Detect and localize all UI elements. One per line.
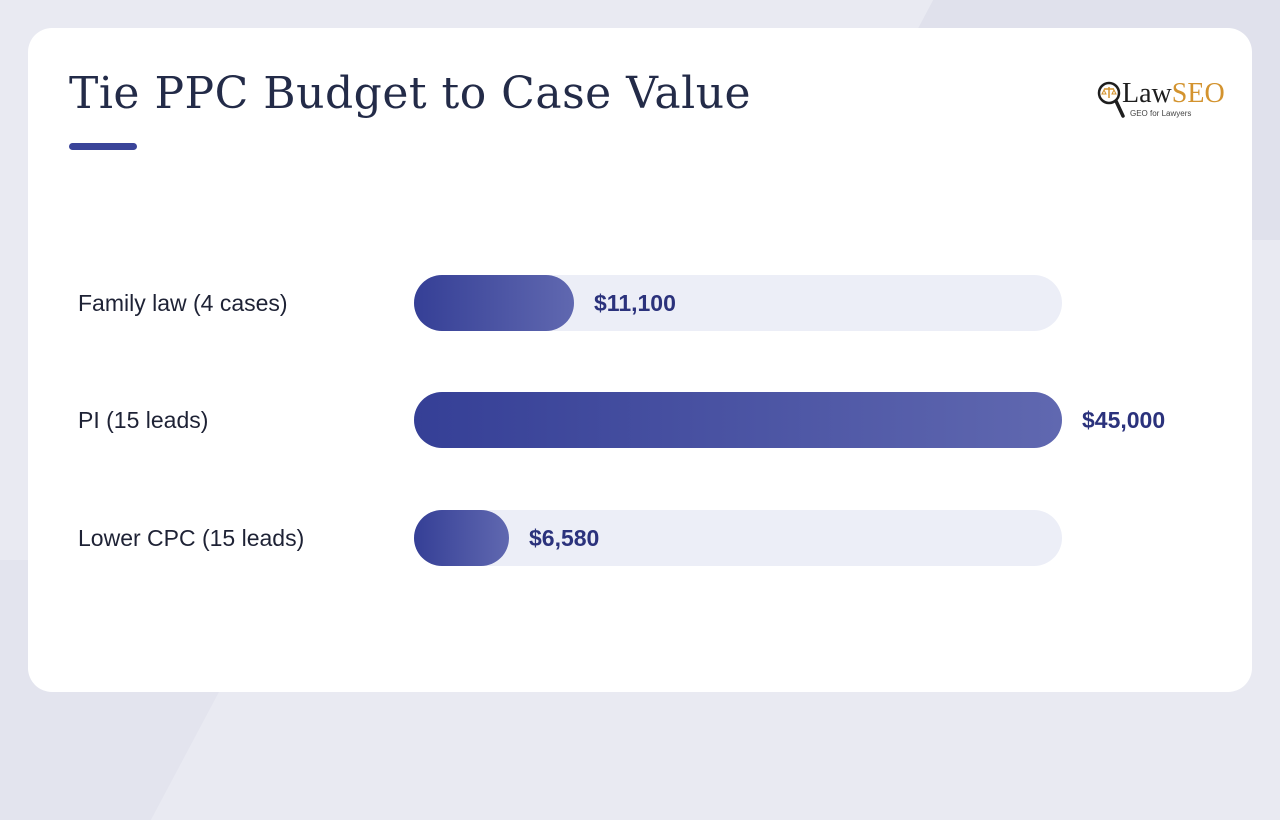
logo-wordmark: LawSEO <box>1122 78 1225 110</box>
value-label: $11,100 <box>594 290 676 316</box>
title-underline <box>69 143 137 150</box>
bar-track <box>414 275 1062 331</box>
bar-track <box>414 510 1062 566</box>
value-label: $45,000 <box>1082 407 1166 433</box>
bar-track <box>414 392 1062 448</box>
category-label: Lower CPC (15 leads) <box>78 525 305 551</box>
category-label: PI (15 leads) <box>78 407 209 433</box>
bar-row: Family law (4 cases) $11,100 <box>28 275 1252 331</box>
slide-card: Tie PPC Budget to Case Value LawSEO GEO … <box>28 28 1252 692</box>
bar-fill <box>414 392 1062 448</box>
bar-row: PI (15 leads) $45,000 <box>28 392 1252 448</box>
slide-title: Tie PPC Budget to Case Value <box>69 68 752 119</box>
lawseo-logo: LawSEO GEO for Lawyers <box>1096 76 1225 124</box>
category-label: Family law (4 cases) <box>78 290 288 316</box>
logo-word-seo: SEO <box>1171 78 1225 109</box>
bar-fill <box>414 510 509 566</box>
logo-tagline: GEO for Lawyers <box>1130 109 1192 118</box>
logo-word-law: Law <box>1122 78 1172 109</box>
magnifier-scales-icon <box>1097 81 1125 118</box>
bar-fill <box>414 275 574 331</box>
bar-row: Lower CPC (15 leads) $6,580 <box>28 510 1252 566</box>
value-label: $6,580 <box>529 525 600 551</box>
case-value-bar-chart: Family law (4 cases) $11,100 PI (15 leads)… <box>28 28 1252 692</box>
